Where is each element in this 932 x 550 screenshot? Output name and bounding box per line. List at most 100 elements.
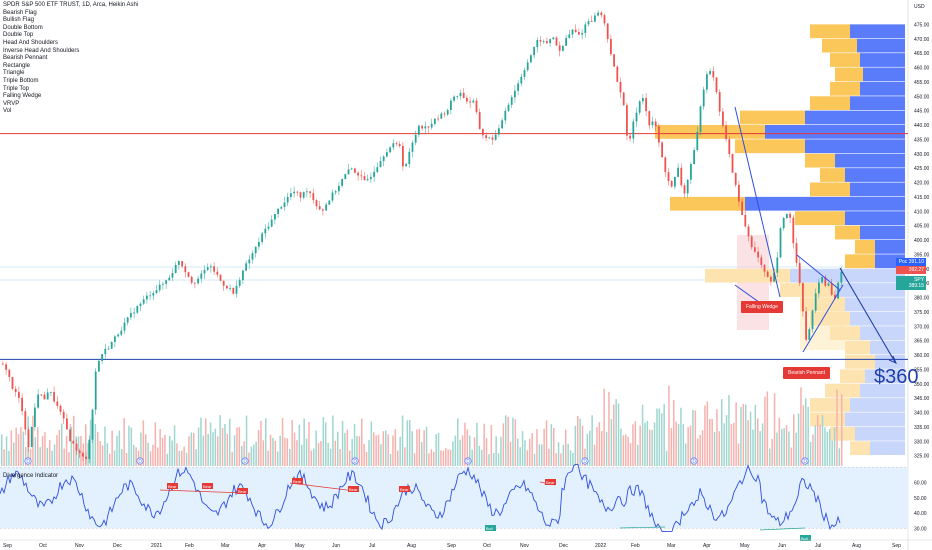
candle-body <box>459 92 462 97</box>
candle-body <box>248 259 251 264</box>
volume-bar <box>819 424 821 466</box>
candle-body <box>149 295 151 297</box>
vp-sell-bar <box>850 398 905 412</box>
volume-bar <box>452 441 454 466</box>
symbol-title[interactable]: SPDR S&P 500 ETF TRUST, 1D, Arca, Heikin… <box>3 2 139 8</box>
last-price-tag: SPY 389.15 <box>896 276 926 290</box>
volume-bar <box>358 436 361 466</box>
candle-body <box>450 100 452 111</box>
candle-body <box>718 92 721 112</box>
candle-body <box>827 283 830 286</box>
candle-body <box>802 283 804 312</box>
falling-wedge-label[interactable]: Falling Wedge <box>741 301 783 313</box>
time-tick-label: Jun <box>332 543 340 549</box>
candle-body <box>674 176 676 187</box>
vp-sell-bar <box>805 139 905 154</box>
level-value: 392.27 <box>908 267 924 273</box>
volume-bar <box>46 447 49 466</box>
volume-bar <box>649 429 651 466</box>
volume-bar <box>572 452 574 466</box>
volume-bar <box>281 417 284 466</box>
volume-bar <box>87 443 89 466</box>
candle-body <box>11 376 14 389</box>
candle-body <box>645 98 647 112</box>
volume-bar <box>1 434 3 466</box>
vp-sell-bar <box>860 326 905 341</box>
bull-tag-box <box>485 525 496 531</box>
candle-body <box>318 206 321 210</box>
time-tick-label: Mar <box>667 543 676 549</box>
candle-body <box>130 313 132 318</box>
volume-bar <box>634 421 637 466</box>
candle-body <box>706 74 708 90</box>
candle-body <box>510 97 513 105</box>
candle-body <box>462 92 465 98</box>
bear-tag-box <box>292 478 303 484</box>
candle-body <box>789 213 791 218</box>
volume-bar <box>478 445 481 466</box>
pattern-label[interactable]: Vol <box>3 108 12 115</box>
oscillator-line <box>0 463 841 532</box>
pattern-label[interactable]: Inverse Head And Shoulders <box>3 47 80 54</box>
pattern-label[interactable]: Double Bottom <box>3 24 43 31</box>
pattern-label[interactable]: Head And Shoulders <box>3 39 59 46</box>
candle-body <box>600 12 603 16</box>
candle-body <box>466 97 468 102</box>
vp-buy-bar <box>810 311 850 326</box>
volume-bar <box>142 420 145 466</box>
pattern-label[interactable]: Triangle <box>3 70 25 77</box>
volume-bar <box>833 427 836 466</box>
volume-bar <box>53 444 56 466</box>
candle-body <box>267 226 270 229</box>
volume-bar <box>202 435 205 466</box>
candle-body <box>206 267 209 270</box>
candle-body <box>443 113 446 115</box>
time-tick-label: Sep <box>3 543 12 549</box>
pattern-label[interactable]: VRVP <box>3 100 20 107</box>
pattern-label[interactable]: Bearish Flag <box>3 9 37 16</box>
volume-bar <box>709 418 711 466</box>
bull-tag-label: Bull <box>486 526 493 531</box>
volume-bar <box>713 432 716 466</box>
candle-body <box>94 371 97 410</box>
volume-bar <box>219 415 221 466</box>
candle-body <box>632 121 635 139</box>
candle-body <box>501 120 503 129</box>
pattern-label[interactable]: Rectangle <box>3 62 31 69</box>
candle-body <box>8 369 11 377</box>
indicator-title[interactable]: Divergence Indicator <box>3 473 59 479</box>
pattern-label[interactable]: Triple Bottom <box>3 77 39 84</box>
bearish-pennant-label[interactable]: Bearish Pennant <box>783 367 830 379</box>
candle-body <box>798 262 801 284</box>
pattern-label[interactable]: Falling Wedge <box>3 93 42 100</box>
pattern-label[interactable]: Bullish Flag <box>3 17 35 24</box>
dividend-marker-label: D <box>243 459 247 465</box>
volume-bar <box>265 418 267 466</box>
price-tick-label: 410.00 <box>914 209 930 215</box>
pattern-label[interactable]: Bearish Pennant <box>3 55 48 62</box>
volume-bar <box>118 430 121 466</box>
volume-bar <box>749 411 752 466</box>
volume-bar <box>694 410 697 466</box>
volume-bar <box>133 444 135 466</box>
volume-bar <box>500 436 502 466</box>
pattern-label[interactable]: Triple Top <box>3 85 30 92</box>
candle-body <box>482 129 484 136</box>
currency-label: USD <box>914 4 925 10</box>
volume-bar <box>411 431 413 466</box>
volume-bar <box>800 387 802 466</box>
volume-bar <box>721 399 723 466</box>
vp-buy-bar <box>670 196 745 211</box>
candle-body <box>53 391 55 402</box>
candle-body <box>69 429 71 441</box>
candle-body <box>373 171 375 177</box>
price-target-text[interactable]: $360 <box>874 366 919 388</box>
volume-bar <box>145 434 147 466</box>
pattern-label[interactable]: Double Top <box>3 32 34 39</box>
time-tick-label: Sep <box>447 543 456 549</box>
candle-body <box>526 62 529 71</box>
vp-buy-bar <box>780 283 835 297</box>
volume-bar <box>553 427 555 466</box>
candle-body <box>792 217 795 244</box>
